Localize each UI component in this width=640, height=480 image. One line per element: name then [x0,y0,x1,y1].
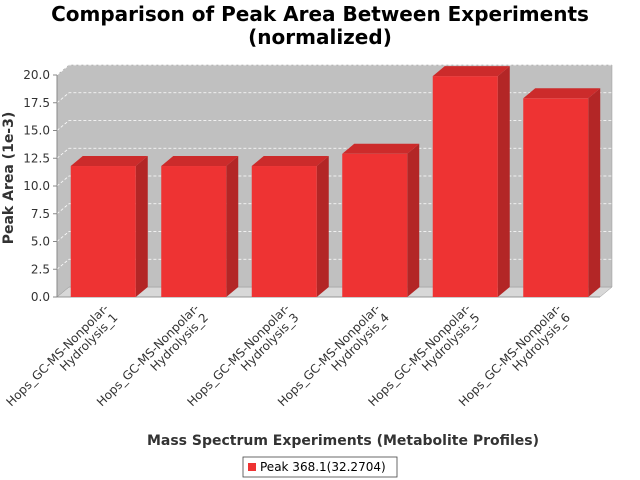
bar-front [251,166,317,297]
legend-box [242,456,398,478]
bar-top [70,156,148,167]
bar[interactable] [70,156,148,297]
x-axis-tick-labels: Hops_GC-MS-Nonpolar-Hydrolysis_1Hops_GC-… [3,301,573,409]
bar[interactable] [161,156,239,297]
gridlines [56,64,612,270]
bar[interactable] [432,66,510,297]
legend-swatch [248,463,256,471]
y-tick-label: 5.0 [31,235,50,249]
bar[interactable] [342,143,420,297]
bar-side [226,156,239,297]
bar[interactable] [523,88,601,297]
gridline [56,258,612,270]
y-axis: 0.0 2.5 5.0 7.5 10.0 12.5 15.0 17.5 20.0 [23,68,58,304]
bar[interactable] [251,156,329,297]
bar-top [523,88,601,99]
y-tick-label: 0.0 [31,290,50,304]
bar-top [251,156,329,167]
gridline [56,64,612,76]
legend: Peak 368.1(32.2704) [242,456,398,478]
gridline [56,92,612,104]
y-tick-label: 15.0 [23,124,50,138]
gridline [56,231,612,242]
chart-title-line: (normalized) [248,25,392,49]
bar-side [316,156,329,297]
bars [70,66,601,297]
gridline [56,203,612,215]
y-tick-label: 2.5 [31,262,50,276]
y-tick-label: 10.0 [23,179,50,193]
bar-side [497,66,510,297]
chart-title: Comparison of Peak Area Between Experime… [51,2,589,49]
bar-top [432,66,510,77]
x-tick-label-line: Hops_GC-MS-Nonpolar- [3,301,111,409]
bar-top [161,156,239,167]
y-tick-label: 12.5 [23,151,50,165]
bar-side [407,143,420,297]
bar-front [523,98,589,297]
bar-side [588,88,601,297]
chart-title-line: Comparison of Peak Area Between Experime… [51,2,589,26]
gridline [56,147,612,159]
y-axis-title: Peak Area (1e-3) [1,112,17,245]
bar-front [70,166,136,297]
bar-front [161,166,227,297]
y-tick-label: 20.0 [23,68,50,82]
x-axis-title: Mass Spectrum Experiments (Metabolite Pr… [147,433,539,449]
bar-top [342,143,420,154]
gridline [56,175,612,187]
bar-side [135,156,148,297]
y-tick-label: 17.5 [23,96,50,110]
gridline [56,120,612,131]
y-tick-label: 7.5 [31,207,50,221]
legend-label: Peak 368.1(32.2704) [260,460,386,474]
bar-front [342,153,408,297]
bar-front [432,76,498,297]
